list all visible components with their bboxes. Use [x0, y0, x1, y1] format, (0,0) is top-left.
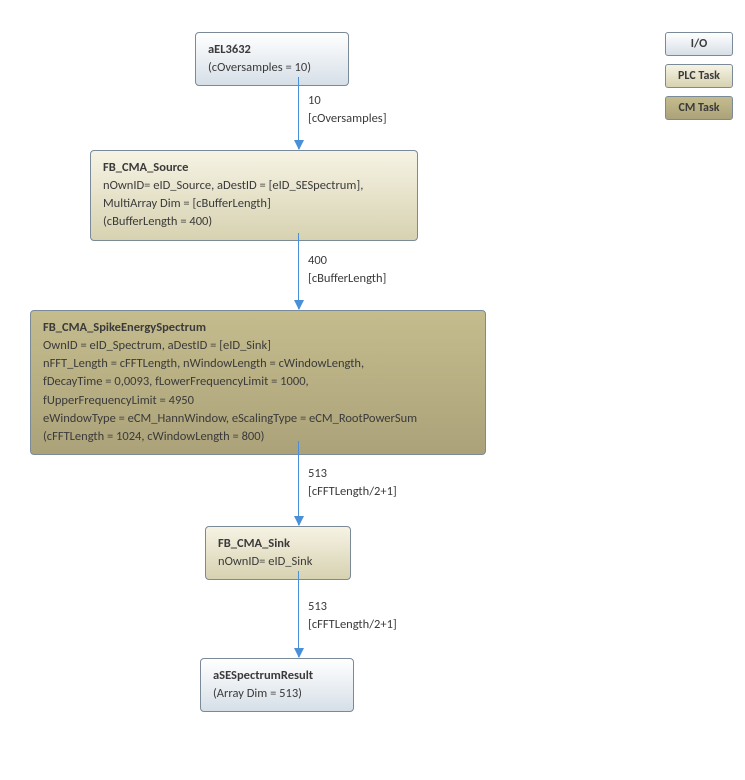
node-line: (cFFTLength = 1024, cWindowLength = 800): [43, 428, 473, 446]
edge-expr: [cOversamples]: [308, 110, 387, 128]
node-line: nOwnID= eID_Source, aDestID = [eID_SESpe…: [103, 177, 405, 195]
edge-value: 10: [308, 92, 387, 110]
legend-item-io: I/O: [665, 32, 733, 56]
node-line: nFFT_Length = cFFTLength, nWindowLength …: [43, 355, 473, 373]
edge-expr: [cBufferLength]: [308, 270, 386, 288]
edge-value: 400: [308, 252, 386, 270]
node-subtitle: (cOversamples = 10): [208, 59, 336, 77]
node-ael3632: aEL3632 (cOversamples = 10): [195, 32, 349, 86]
node-title: aEL3632: [208, 41, 336, 59]
node-title: aSESpectrumResult: [213, 667, 341, 685]
legend-label: I/O: [691, 37, 707, 51]
node-line: OwnID = eID_Spectrum, aDestID = [eID_Sin…: [43, 337, 473, 355]
legend-label: PLC Task: [678, 69, 720, 83]
edge-arrow: [298, 441, 299, 525]
node-fb-cma-spike-energy-spectrum: FB_CMA_SpikeEnergySpectrum OwnID = eID_S…: [30, 310, 486, 455]
node-line: fDecayTime = 0,0093, fLowerFrequencyLimi…: [43, 373, 473, 391]
legend: I/O PLC Task CM Task: [665, 32, 733, 120]
node-subtitle: (Array Dim = 513): [213, 685, 341, 703]
node-line: MultiArray Dim = [cBufferLength]: [103, 195, 405, 213]
node-asespectrumresult: aSESpectrumResult (Array Dim = 513): [200, 658, 354, 712]
legend-item-cm-task: CM Task: [665, 96, 733, 120]
node-title: FB_CMA_Source: [103, 159, 405, 177]
edge-arrow: [298, 233, 299, 309]
node-line: eWindowType = eCM_HannWindow, eScalingTy…: [43, 410, 473, 428]
edge-arrow: [298, 77, 299, 149]
node-fb-cma-sink: FB_CMA_Sink nOwnID= eID_Sink: [205, 526, 351, 580]
edge-value: 513: [308, 598, 397, 616]
legend-label: CM Task: [678, 101, 719, 115]
node-line: (cBufferLength = 400): [103, 213, 405, 231]
edge-expr: [cFFTLength/2+1]: [308, 483, 397, 501]
node-line: fUpperFrequencyLimit = 4950: [43, 392, 473, 410]
edge-value: 513: [308, 465, 397, 483]
node-subtitle: nOwnID= eID_Sink: [218, 553, 338, 571]
node-title: FB_CMA_Sink: [218, 535, 338, 553]
edge-label: 513 [cFFTLength/2+1]: [308, 598, 397, 633]
edge-label: 400 [cBufferLength]: [308, 252, 386, 287]
flowchart-canvas: aEL3632 (cOversamples = 10) 10 [cOversam…: [0, 0, 745, 780]
legend-item-plc-task: PLC Task: [665, 64, 733, 88]
node-title: FB_CMA_SpikeEnergySpectrum: [43, 319, 473, 337]
edge-expr: [cFFTLength/2+1]: [308, 616, 397, 634]
edge-label: 10 [cOversamples]: [308, 92, 387, 127]
edge-arrow: [298, 571, 299, 657]
edge-label: 513 [cFFTLength/2+1]: [308, 465, 397, 500]
node-fb-cma-source: FB_CMA_Source nOwnID= eID_Source, aDestI…: [90, 150, 418, 241]
